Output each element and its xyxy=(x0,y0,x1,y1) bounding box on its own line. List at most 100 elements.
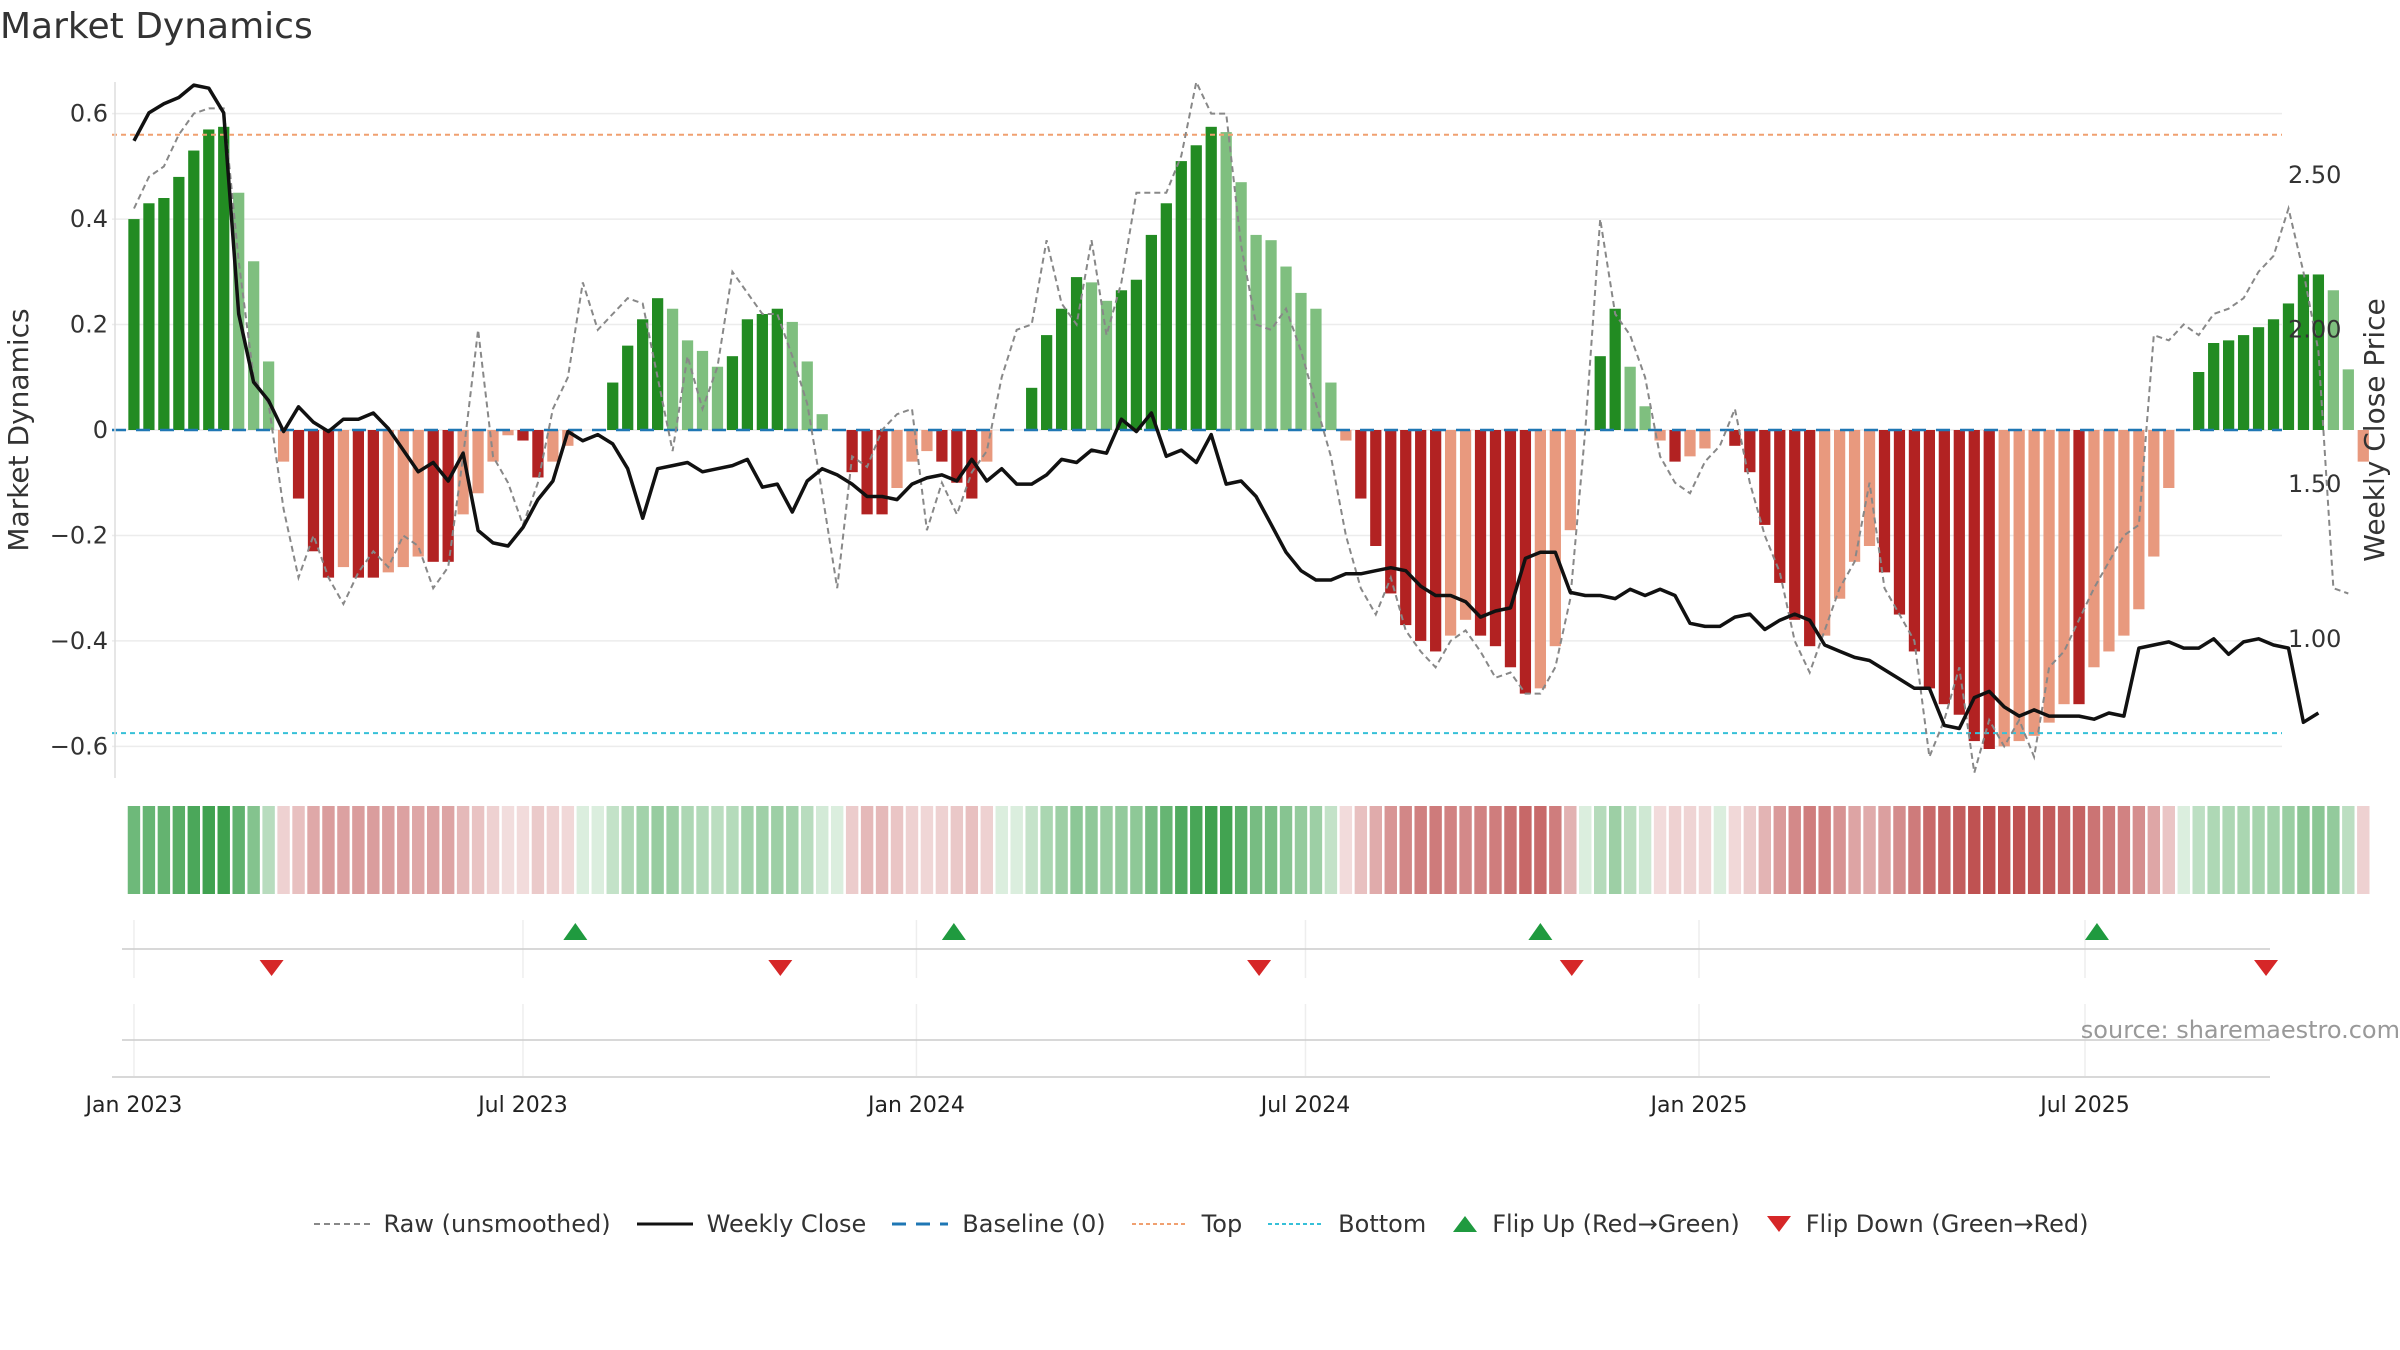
bar xyxy=(2297,274,2310,430)
y-tick-label: −0.6 xyxy=(50,732,108,760)
bar xyxy=(876,430,888,515)
bar xyxy=(711,366,724,430)
strip-cell xyxy=(486,806,500,894)
strip-cell xyxy=(441,806,455,894)
bar xyxy=(352,430,365,578)
y2-tick-label: 1.00 xyxy=(2288,625,2341,653)
strip-cell xyxy=(561,806,575,894)
strip-cell xyxy=(1818,806,1831,894)
strip-cell xyxy=(172,806,186,894)
strip-cell xyxy=(2072,806,2086,894)
bar xyxy=(1669,430,1681,462)
bar xyxy=(2193,372,2205,430)
bar xyxy=(726,356,739,430)
bar xyxy=(696,350,709,430)
strip-cell xyxy=(845,806,859,894)
strip-cell xyxy=(2297,806,2310,894)
strip-cell xyxy=(1429,806,1442,894)
bar xyxy=(173,176,185,430)
strip-cell xyxy=(217,806,230,894)
bar xyxy=(1205,126,1217,431)
bar xyxy=(1430,430,1442,652)
strip-cell xyxy=(726,806,739,894)
bar xyxy=(1055,308,1068,430)
strip-cell xyxy=(471,806,485,894)
bar xyxy=(2148,430,2160,557)
bar xyxy=(1325,382,1337,430)
bar xyxy=(1100,300,1113,430)
strip-cell xyxy=(2087,806,2101,894)
bar xyxy=(607,382,619,430)
strip-cell xyxy=(935,806,949,894)
x-tick-label: Jul 2023 xyxy=(476,1093,568,1118)
bar xyxy=(652,298,664,430)
legend-label-bottom: Bottom xyxy=(1338,1210,1427,1238)
bar xyxy=(1594,356,1606,430)
strip-cell xyxy=(965,806,979,894)
flip-up-marker xyxy=(941,923,966,940)
bar xyxy=(307,430,320,552)
bar xyxy=(1968,430,1980,742)
legend-label-baseline: Baseline (0) xyxy=(962,1210,1106,1238)
bar xyxy=(262,361,275,430)
bar xyxy=(2028,430,2040,736)
strip-cell xyxy=(2357,806,2370,894)
flip-down-marker xyxy=(259,960,284,976)
legend-item-baseline: Baseline (0) xyxy=(890,1210,1106,1238)
bar xyxy=(337,430,350,568)
strip-cell xyxy=(292,806,305,894)
y2-axis-title: Weekly Close Price xyxy=(2358,298,2391,561)
legend-swatch-baseline xyxy=(892,1222,949,1226)
bar xyxy=(1684,430,1696,457)
bar xyxy=(2058,430,2070,705)
bar xyxy=(248,261,260,430)
strip-cell xyxy=(621,806,634,894)
bar xyxy=(786,321,798,430)
bar xyxy=(1923,430,1936,689)
strip-cell xyxy=(980,806,993,894)
strip-cell xyxy=(1459,806,1472,894)
y-tick-label: 0.4 xyxy=(70,205,108,233)
strip-cell xyxy=(1773,806,1786,894)
strip-cell xyxy=(247,806,260,894)
bar xyxy=(158,198,170,430)
bar xyxy=(1938,430,1950,705)
strip-cell xyxy=(1279,806,1293,894)
bar xyxy=(1444,430,1457,636)
bar xyxy=(846,430,858,473)
strip-cell xyxy=(2192,806,2205,894)
strip-cell xyxy=(2012,806,2026,894)
legend-label-flip-down: Flip Down (Green→Red) xyxy=(1805,1210,2089,1238)
bar xyxy=(1549,430,1561,647)
strip-cell xyxy=(1564,806,1577,894)
reference-lines xyxy=(112,133,2282,735)
strip-cell xyxy=(337,806,350,894)
flip-down-marker xyxy=(768,960,793,976)
strip-cell xyxy=(1848,806,1861,894)
flip-down-marker xyxy=(2254,960,2279,976)
regime-strip xyxy=(127,806,2370,894)
strip-cell xyxy=(1249,806,1263,894)
bar xyxy=(1070,277,1083,430)
bar xyxy=(218,126,230,431)
legend-label-close: Weekly Close xyxy=(706,1210,867,1238)
x-tick-label: Jan 2025 xyxy=(1649,1093,1748,1118)
raw-series-line xyxy=(133,78,2349,773)
bar xyxy=(2013,430,2025,742)
strip-cell xyxy=(2132,806,2146,894)
bar xyxy=(2208,343,2220,430)
strip-cell xyxy=(412,806,425,894)
strip-cell xyxy=(1399,806,1412,894)
strip-cell xyxy=(1205,806,1218,894)
bar xyxy=(1190,145,1202,431)
strip-cell xyxy=(1863,806,1876,894)
strip-cell xyxy=(696,806,709,894)
strip-cell xyxy=(2057,806,2071,894)
strip-cell xyxy=(2312,806,2325,894)
strip-cell xyxy=(830,806,844,894)
bar xyxy=(1893,430,1906,615)
strip-cell xyxy=(1025,806,1038,894)
strip-cell xyxy=(2222,806,2235,894)
strip-cell xyxy=(1908,806,1921,894)
bar xyxy=(951,430,963,483)
